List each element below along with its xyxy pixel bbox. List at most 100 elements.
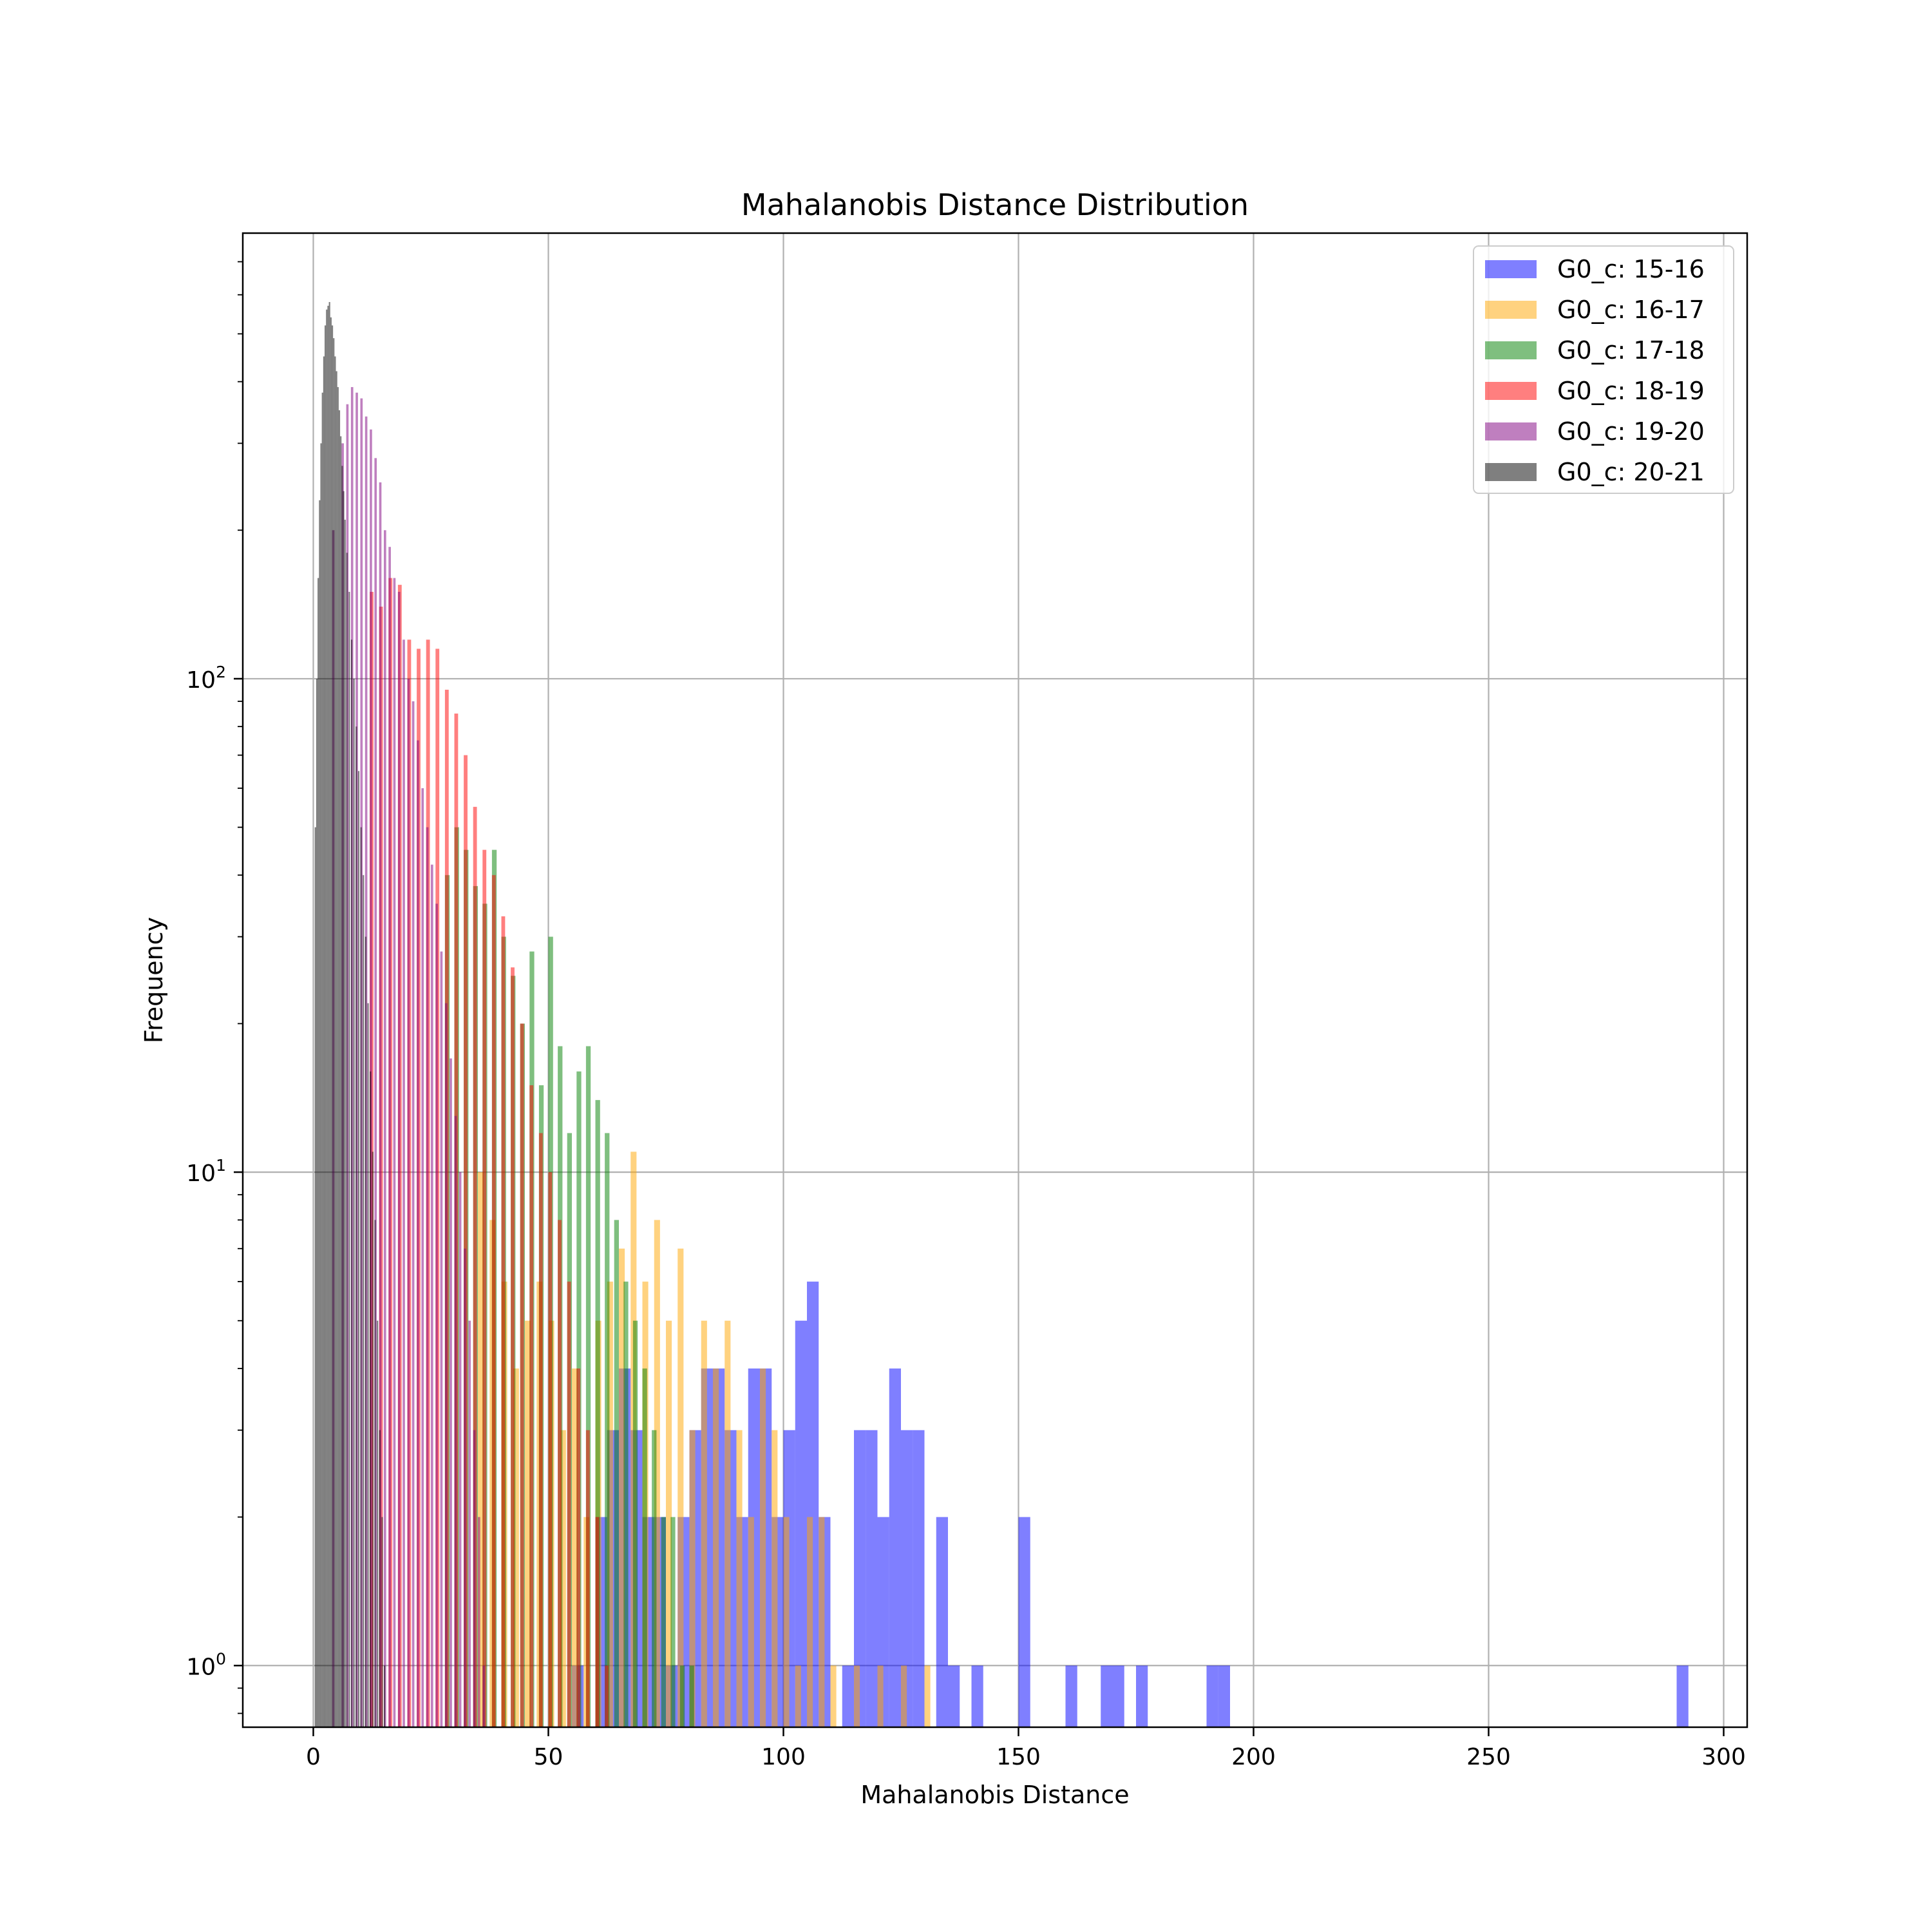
series-6-bars [314, 302, 386, 1728]
histogram-bar [576, 1368, 581, 1727]
histogram-bar [468, 1320, 471, 1727]
histogram-bar [372, 1151, 374, 1727]
histogram-bar [340, 436, 342, 1727]
histogram-bar [384, 1665, 386, 1727]
histogram-bar [595, 1517, 600, 1727]
histogram-bar [830, 1665, 837, 1727]
histogram-bar [619, 1248, 625, 1727]
legend-item: G0_c: 20-21 [1485, 458, 1705, 486]
histogram-bar [605, 1665, 609, 1727]
histogram-bar [346, 553, 348, 1727]
histogram-bar [402, 639, 405, 1727]
histogram-bar [353, 678, 355, 1727]
legend-swatch [1485, 422, 1537, 440]
histogram-bar [381, 1517, 383, 1727]
histogram-bar [748, 1517, 754, 1727]
histogram-bar [558, 1220, 562, 1727]
histogram-bar [454, 1115, 457, 1727]
histogram-bar [936, 1517, 948, 1727]
histogram-bar [642, 1368, 647, 1727]
histogram-bar [736, 1430, 743, 1727]
histogram-bar [520, 1023, 524, 1727]
histogram-bar [901, 1430, 913, 1727]
legend-swatch [1485, 341, 1537, 359]
legend-swatch [1485, 301, 1537, 319]
histogram-bar [713, 1368, 719, 1727]
histogram-bar [325, 325, 327, 1728]
histogram-bar [350, 639, 353, 1727]
x-tick-label: 300 [1701, 1744, 1746, 1770]
y-axis-title: Frequency [140, 917, 168, 1043]
histogram-bar [319, 500, 321, 1728]
histogram-bar [760, 1368, 766, 1727]
histogram-bar [317, 578, 319, 1727]
histogram-bar [328, 302, 330, 1727]
legend-swatch [1485, 260, 1537, 278]
legend-swatch [1485, 463, 1537, 481]
histogram-bar [331, 325, 334, 1728]
histogram-bar [614, 1220, 619, 1727]
histogram-bar [1101, 1665, 1113, 1727]
histogram-bar [971, 1665, 983, 1727]
histogram-bar [901, 1665, 907, 1727]
histogram-bar [412, 701, 415, 1727]
histogram-bar [314, 827, 316, 1727]
histogram-bar [842, 1665, 854, 1727]
histogram-bar [605, 1133, 610, 1727]
histogram-bar [343, 491, 345, 1727]
histogram-bar [363, 875, 365, 1727]
legend-label: G0_c: 19-20 [1557, 417, 1705, 446]
histogram-bar [388, 547, 391, 1728]
histogram-bar [525, 1320, 531, 1727]
histogram-bar [1676, 1665, 1689, 1727]
histogram-bar [913, 1430, 925, 1727]
histogram-bar [538, 1133, 543, 1727]
histogram-bar [367, 1003, 369, 1727]
y-axis: 100 101 102 [186, 261, 243, 1714]
histogram-bar [548, 1172, 553, 1727]
histogram-bar [450, 1058, 452, 1727]
legend-item: G0_c: 19-20 [1485, 417, 1705, 446]
x-tick-label: 100 [761, 1744, 806, 1770]
histogram-bar [795, 1665, 801, 1727]
x-tick-label: 150 [996, 1744, 1041, 1770]
histogram-bar [654, 1220, 660, 1727]
histogram-bar [341, 466, 343, 1728]
histogram-bar [407, 678, 410, 1727]
legend-label: G0_c: 18-19 [1557, 377, 1705, 405]
histogram-bar [585, 1046, 591, 1727]
histogram-bar [326, 309, 328, 1727]
histogram-bar [336, 371, 337, 1727]
legend-swatch [1485, 382, 1537, 400]
histogram-bar [511, 967, 515, 1727]
x-tick-label: 200 [1231, 1744, 1276, 1770]
histogram-bar [464, 755, 468, 1727]
histogram-bar [365, 936, 366, 1727]
histogram-bar [384, 530, 386, 1727]
x-axis: 0 50 100 150 200 250 300 [306, 1727, 1746, 1770]
histogram-bar [327, 305, 329, 1728]
histogram-bar [491, 875, 496, 1727]
histogram-bar [632, 1320, 638, 1727]
histogram-bar [370, 1071, 372, 1727]
legend-frame [1473, 245, 1734, 494]
histogram-bar [417, 740, 419, 1727]
histogram-bar [724, 1320, 731, 1727]
histogram-bar [478, 1517, 480, 1727]
histogram-bar [679, 1665, 685, 1727]
histogram-bar [572, 1368, 578, 1727]
histogram-bar [701, 1320, 707, 1727]
histogram-bar [595, 1100, 600, 1727]
histogram-bar [397, 592, 401, 1727]
histogram-bar [482, 849, 487, 1727]
legend-item: G0_c: 17-18 [1485, 336, 1705, 365]
histogram-bar [379, 482, 382, 1727]
histogram-bar [689, 1430, 696, 1727]
histogram-bar [623, 1282, 629, 1727]
histogram-bar [866, 1430, 878, 1727]
histogram-bar [854, 1665, 860, 1727]
histogram-bar [360, 827, 362, 1727]
histogram-bar [772, 1430, 778, 1727]
histogram-bar [529, 1085, 534, 1727]
